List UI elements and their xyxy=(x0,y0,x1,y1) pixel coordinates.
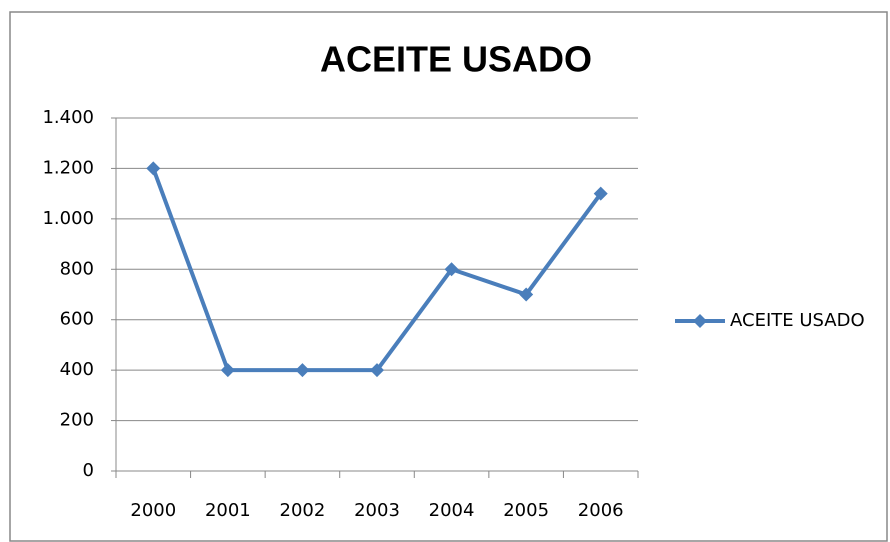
data-point xyxy=(146,161,161,176)
y-tick-label: 600 xyxy=(60,309,94,330)
legend-label: ACEITE USADO xyxy=(730,310,865,331)
y-tick-label: 1.200 xyxy=(42,157,94,178)
legend-marker xyxy=(693,314,707,328)
x-tick-label: 2004 xyxy=(429,500,475,521)
data-point xyxy=(444,262,459,277)
data-point xyxy=(295,363,310,378)
y-tick-label: 800 xyxy=(60,258,94,279)
data-point xyxy=(220,363,235,378)
x-tick-label: 2002 xyxy=(280,500,326,521)
y-tick-label: 0 xyxy=(83,460,94,481)
y-tick-label: 200 xyxy=(60,410,94,431)
y-tick-label: 1.400 xyxy=(42,107,94,128)
data-point xyxy=(593,186,608,201)
y-tick-label: 400 xyxy=(60,359,94,380)
data-point xyxy=(519,287,534,302)
x-tick-label: 2005 xyxy=(503,500,549,521)
chart-title: ACEITE USADO xyxy=(320,39,592,80)
x-tick-label: 2000 xyxy=(130,500,176,521)
y-tick-label: 1.000 xyxy=(42,208,94,229)
x-tick-label: 2001 xyxy=(205,500,251,521)
data-point xyxy=(370,363,384,378)
x-tick-label: 2003 xyxy=(354,500,400,521)
x-tick-label: 2006 xyxy=(578,500,624,521)
